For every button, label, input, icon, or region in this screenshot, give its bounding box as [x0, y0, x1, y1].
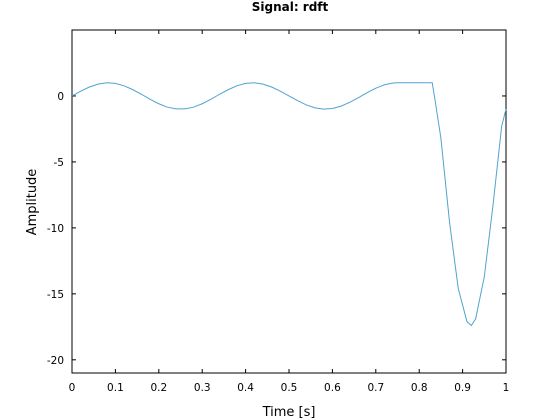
x-tick-label: 0.9 [454, 382, 471, 394]
y-tick-label: -15 [47, 289, 64, 301]
y-tick-label: 0 [57, 91, 64, 103]
x-tick-label: 0.5 [281, 382, 298, 394]
plot-area-frame [71, 29, 507, 374]
y-axis-label: Amplitude [25, 169, 40, 236]
x-tick-label: 0.1 [107, 382, 124, 394]
series-line [71, 82, 507, 327]
x-tick-label: 0 [69, 382, 76, 394]
x-tick-label: 0.4 [237, 382, 254, 394]
x-tick-label: 0.3 [194, 382, 211, 394]
y-axis-ticks: 0 -5 -10 -15 -20 [47, 91, 506, 367]
y-tick-label: -20 [47, 355, 64, 367]
x-tick-label: 0.8 [411, 382, 428, 394]
y-tick-label: -5 [54, 157, 64, 169]
x-tick-label: 0.6 [324, 382, 341, 394]
x-axis-label: Time [s] [262, 405, 316, 420]
chart-title: Signal: rdft [252, 0, 329, 14]
x-axis-ticks: 0 0.1 0.2 0.3 0.4 0.5 0.6 0.7 0.8 0.9 1 [69, 30, 510, 394]
x-tick-label: 0.7 [367, 382, 384, 394]
x-tick-label: 1 [503, 382, 510, 394]
x-tick-label: 0.2 [150, 382, 167, 394]
y-tick-label: -10 [47, 223, 64, 235]
